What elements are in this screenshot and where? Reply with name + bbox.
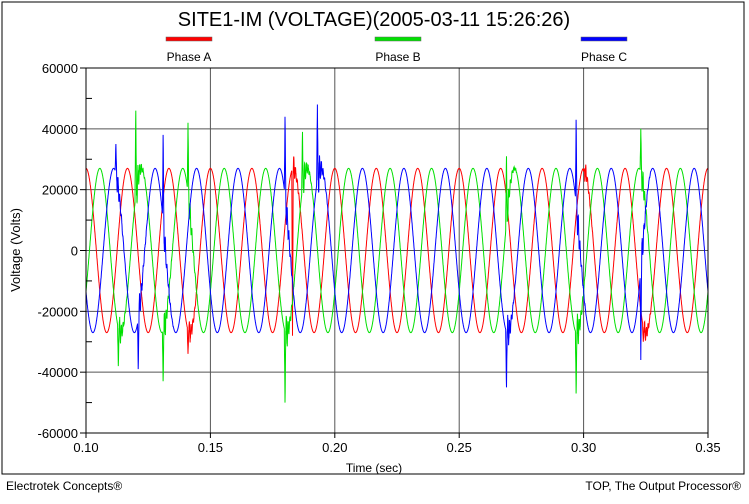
y-tick-label: 20000 [42,183,78,198]
x-tick-label: 0.25 [447,440,472,455]
x-tick-label: 0.35 [695,440,720,455]
plot-area-border [85,67,709,434]
y-tick-label: -20000 [38,304,78,319]
chart-title: SITE1-IM (VOLTAGE)(2005-03-11 15:26:26) [178,9,570,31]
series-group [85,104,709,403]
y-tick-label: 60000 [42,61,78,76]
legend-swatch-phase-c [580,36,628,42]
x-tick-label: 0.10 [73,440,98,455]
y-axis-label: Voltage (Volts) [8,208,23,292]
y-tick-label: 0 [71,244,78,259]
legend: Phase A Phase B Phase C [165,36,628,64]
series-line-phase-a [85,156,709,354]
footer-left: Electrotek Concepts® [6,479,122,493]
legend-label: Phase B [375,50,420,64]
legend-label: Phase A [167,50,212,64]
x-axis-label: Time (sec) [346,461,402,475]
footer-right: TOP, The Output Processor® [585,479,741,493]
legend-swatch-phase-a [165,36,213,42]
legend-label: Phase C [581,50,627,64]
series-line-phase-c [85,104,709,388]
x-tick-label: 0.20 [322,440,347,455]
legend-swatch-phase-b [374,36,422,42]
axes: 0.10 0.15 0.20 0.25 0.30 0.35 60000 40000 20000 0… [38,61,721,455]
chart-frame [1,1,745,475]
x-tick-label: 0.30 [571,440,596,455]
x-tick-label: 0.15 [198,440,223,455]
y-tick-label: -40000 [38,365,78,380]
y-tick-label: -60000 [38,426,78,441]
y-tick-label: 40000 [42,122,78,137]
